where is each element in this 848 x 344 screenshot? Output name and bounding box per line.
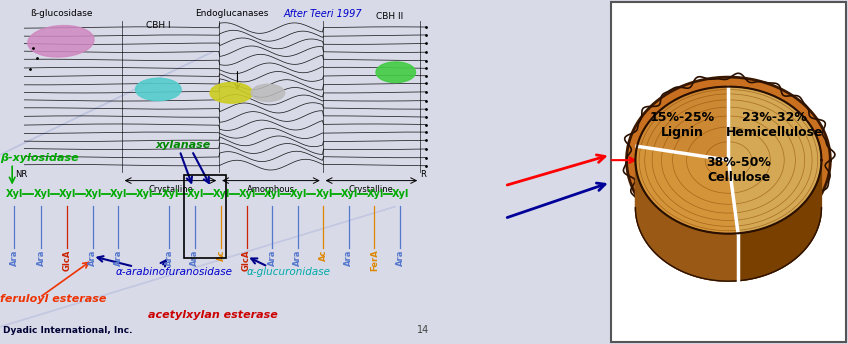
Text: Xyl: Xyl <box>315 189 332 200</box>
Text: xylanase: xylanase <box>155 140 210 150</box>
Text: Xyl: Xyl <box>110 189 127 200</box>
Text: Xyl: Xyl <box>161 189 179 200</box>
Text: Xyl: Xyl <box>136 189 153 200</box>
Text: After Teeri 1997: After Teeri 1997 <box>283 9 362 19</box>
Text: Ara: Ara <box>395 249 404 266</box>
Text: feruloyl esterase: feruloyl esterase <box>0 294 106 304</box>
Text: CBH II: CBH II <box>376 12 404 21</box>
Text: Ara: Ara <box>114 249 123 266</box>
Text: Ac: Ac <box>319 249 328 261</box>
Text: ß-glucosidase: ß-glucosidase <box>30 9 92 18</box>
Text: Xyl: Xyl <box>187 189 204 200</box>
Text: R: R <box>421 170 426 179</box>
Polygon shape <box>627 77 830 243</box>
Text: NR: NR <box>15 170 27 179</box>
Text: Xyl: Xyl <box>6 189 24 200</box>
Text: Ara: Ara <box>190 249 199 266</box>
Text: Ara: Ara <box>9 249 19 266</box>
Text: α-glucuronidase: α-glucuronidase <box>247 267 331 277</box>
Text: Xyl: Xyl <box>85 189 102 200</box>
Ellipse shape <box>376 62 416 83</box>
Text: Xyl: Xyl <box>341 189 359 200</box>
Text: Amorphous: Amorphous <box>247 185 295 194</box>
Polygon shape <box>635 207 822 281</box>
Text: Xyl: Xyl <box>366 189 384 200</box>
Text: acetylxylan esterase: acetylxylan esterase <box>148 310 278 320</box>
Polygon shape <box>738 161 822 281</box>
Polygon shape <box>628 79 829 241</box>
Text: Ara: Ara <box>88 249 97 266</box>
Text: GlcA: GlcA <box>242 249 251 271</box>
Text: Xyl: Xyl <box>213 189 231 200</box>
Text: Dyadic International, Inc.: Dyadic International, Inc. <box>3 326 132 335</box>
Polygon shape <box>637 87 728 160</box>
Text: Xyl: Xyl <box>238 189 256 200</box>
Text: Xyl: Xyl <box>265 189 282 200</box>
Ellipse shape <box>251 84 285 101</box>
Text: Endoglucanases: Endoglucanases <box>195 9 268 18</box>
Text: Ara: Ara <box>37 249 46 266</box>
Polygon shape <box>626 77 831 243</box>
Text: Ac: Ac <box>216 249 226 261</box>
Polygon shape <box>635 162 738 281</box>
Ellipse shape <box>136 78 181 100</box>
Text: 14: 14 <box>417 325 429 335</box>
Text: Ara: Ara <box>268 249 276 266</box>
Ellipse shape <box>28 25 94 57</box>
Polygon shape <box>630 82 827 239</box>
Text: Ara: Ara <box>165 249 174 266</box>
Bar <box>184 175 226 258</box>
Text: Xyl: Xyl <box>59 189 76 200</box>
Text: Crystalline: Crystalline <box>349 185 393 194</box>
Polygon shape <box>635 146 738 234</box>
Text: GlcA: GlcA <box>63 249 71 271</box>
Text: β-xylosidase: β-xylosidase <box>0 153 79 163</box>
Ellipse shape <box>210 83 253 103</box>
Text: Ara: Ara <box>293 249 302 266</box>
Text: FerA: FerA <box>370 249 379 271</box>
Text: 15%-25%
Lignin: 15%-25% Lignin <box>650 110 715 139</box>
Text: Ara: Ara <box>344 249 354 266</box>
Text: 38%-50%
Cellulose: 38%-50% Cellulose <box>706 155 772 184</box>
Text: Xyl: Xyl <box>290 189 307 200</box>
Text: α-arabinofuranosidase: α-arabinofuranosidase <box>115 267 232 277</box>
Text: Xyl: Xyl <box>392 189 410 200</box>
Polygon shape <box>728 87 822 233</box>
Polygon shape <box>0 52 213 155</box>
Text: Crystalline: Crystalline <box>148 185 192 194</box>
Polygon shape <box>0 206 396 327</box>
Text: 23%-32%
Hemicellulose: 23%-32% Hemicellulose <box>726 110 823 139</box>
Text: CBH I: CBH I <box>146 21 170 30</box>
Text: Xyl: Xyl <box>33 189 51 200</box>
